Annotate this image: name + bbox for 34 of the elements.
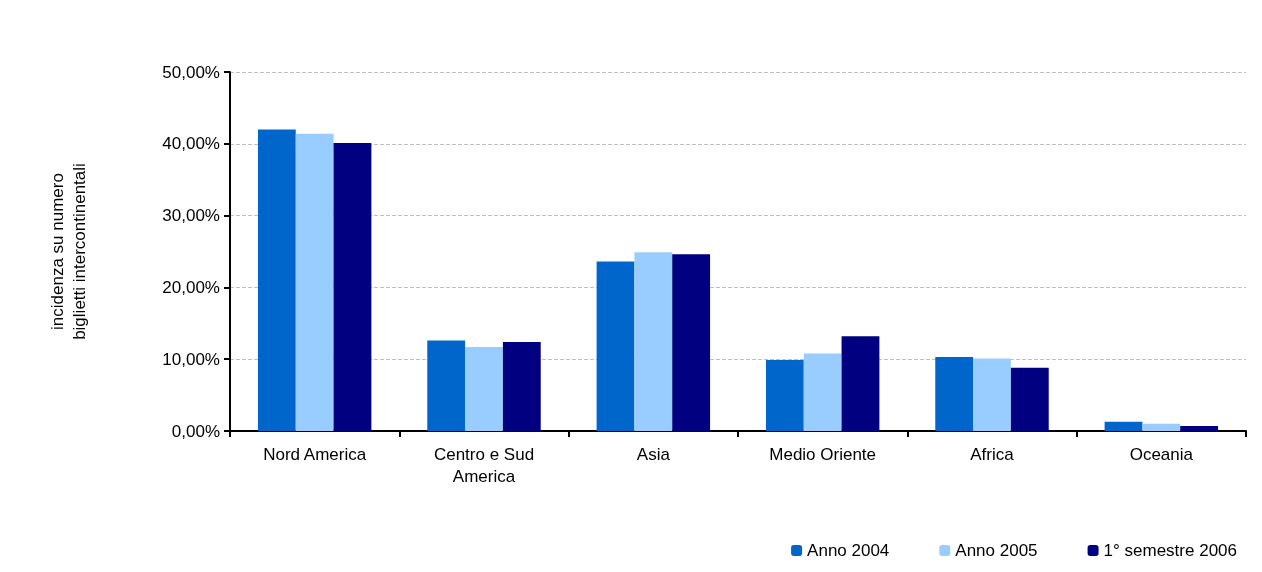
bar xyxy=(634,252,673,431)
bar xyxy=(502,341,541,431)
bar xyxy=(841,336,880,431)
bar xyxy=(935,357,974,431)
bar xyxy=(672,254,711,431)
x-tick-label: Medio Oriente xyxy=(769,444,877,464)
y-tick-label: 20,00% xyxy=(162,277,220,297)
bar xyxy=(257,129,296,431)
x-tick-label: Africa xyxy=(970,444,1015,464)
x-tick-label: Centro e Sud America xyxy=(433,444,535,486)
bar xyxy=(1180,425,1219,431)
bar xyxy=(1142,423,1181,431)
legend-label: Anno 2004 xyxy=(807,541,890,560)
y-tick-label: 40,00% xyxy=(162,134,220,154)
bar xyxy=(465,346,503,431)
bar xyxy=(1104,421,1143,431)
bar xyxy=(765,359,804,431)
x-tick-label: Asia xyxy=(636,444,671,464)
bar xyxy=(295,133,334,431)
y-tick-label: 0,00% xyxy=(171,421,220,441)
bar xyxy=(973,358,1011,431)
y-tick-label: 10,00% xyxy=(162,349,220,369)
x-tick-label: Oceania xyxy=(1129,444,1194,464)
bar xyxy=(1010,367,1049,431)
y-axis-title: incidenza su numero biglietti intercontinentali xyxy=(47,163,89,340)
bar xyxy=(803,353,842,431)
legend-label: Anno 2005 xyxy=(955,541,1038,560)
bar xyxy=(427,340,466,431)
y-tick-label: 50,00% xyxy=(162,62,220,82)
legend-label: 1° semestre 2006 xyxy=(1103,541,1238,560)
bar xyxy=(333,143,372,431)
y-tick-label: 30,00% xyxy=(162,206,220,226)
x-tick-label: Nord America xyxy=(263,444,367,464)
bar xyxy=(596,261,635,431)
